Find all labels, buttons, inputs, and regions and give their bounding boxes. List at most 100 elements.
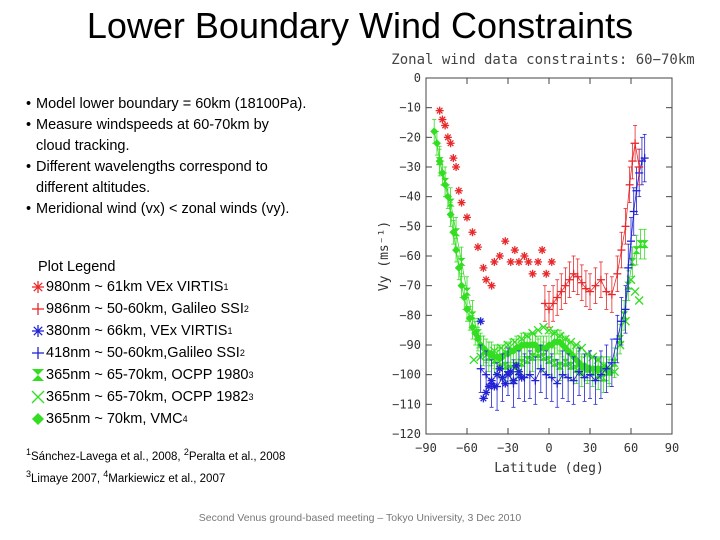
x-tick-label: −60 bbox=[456, 441, 478, 455]
data-point bbox=[446, 202, 455, 227]
ref-text: Sánchez-Lavega et al., 2008, bbox=[31, 450, 184, 463]
data-point bbox=[525, 350, 534, 399]
legend-label: 980nm ~ 61km VEx VIRTIS bbox=[46, 279, 224, 295]
data-point bbox=[591, 267, 600, 304]
data-point bbox=[441, 121, 450, 130]
legend-item: 418nm ~ 50-60km,Galileo SSI 2 bbox=[30, 342, 253, 364]
y-tick-label: −10 bbox=[399, 101, 421, 115]
y-tick-label: −30 bbox=[399, 160, 421, 174]
data-point bbox=[463, 213, 471, 222]
data-point bbox=[630, 287, 640, 297]
data-point bbox=[596, 261, 605, 298]
ref-text: Peralta et al., 2008 bbox=[188, 450, 286, 463]
legend-ref: 2 bbox=[243, 304, 249, 314]
data-point bbox=[547, 257, 556, 266]
data-point bbox=[495, 252, 504, 260]
reference-line: 1Sánchez-Lavega et al., 2008, 2Peralta e… bbox=[26, 444, 285, 466]
legend-label: 380nm ~ 66km, VEx VIRTIS bbox=[46, 323, 228, 339]
x-tick-label: 30 bbox=[583, 441, 597, 455]
data-point bbox=[617, 231, 626, 269]
data-point bbox=[547, 353, 556, 402]
data-point bbox=[531, 356, 540, 405]
legend-item: 365nm ~ 65-70km, OCPP 1982 3 bbox=[30, 386, 253, 408]
legend-ref: 2 bbox=[239, 348, 245, 358]
data-point bbox=[602, 273, 611, 310]
bullet-item: Different wavelengths correspond to diffe… bbox=[26, 157, 366, 199]
legend-ref: 4 bbox=[182, 414, 188, 424]
data-point bbox=[473, 243, 482, 252]
x-tick-label: 0 bbox=[545, 441, 552, 455]
data-point bbox=[566, 341, 575, 367]
legend-marker-icon bbox=[30, 279, 46, 295]
data-point bbox=[479, 263, 488, 272]
data-point bbox=[640, 133, 649, 183]
zonal-wind-chart: Zonal wind data constraints: 60−70km −90… bbox=[377, 52, 695, 476]
data-point bbox=[463, 297, 471, 322]
data-point bbox=[613, 255, 622, 293]
data-point bbox=[506, 367, 515, 376]
data-point bbox=[487, 376, 496, 385]
y-tick-label: −20 bbox=[399, 130, 421, 144]
data-point bbox=[565, 261, 574, 298]
ref-text: Limaye 2007, bbox=[31, 472, 104, 485]
plot-legend: 980nm ~ 61km VEx VIRTIS 1 986nm ~ 50-60km… bbox=[30, 276, 253, 430]
data-point bbox=[454, 186, 463, 195]
data-point bbox=[479, 394, 488, 403]
data-point bbox=[607, 338, 616, 387]
legend-ref: 3 bbox=[248, 370, 254, 380]
data-point bbox=[561, 267, 570, 304]
data-point bbox=[561, 335, 570, 361]
x-tick-label: −30 bbox=[497, 441, 519, 455]
y-tick-label: −60 bbox=[399, 249, 421, 263]
data-point bbox=[635, 148, 644, 186]
x-tick-label: 90 bbox=[665, 441, 679, 455]
data-point bbox=[490, 257, 499, 266]
legend-marker-icon bbox=[30, 323, 46, 339]
bullet-text-continued: different altitudes. bbox=[36, 180, 151, 196]
data-point bbox=[469, 355, 479, 365]
data-point bbox=[490, 382, 499, 391]
data-point bbox=[446, 139, 455, 148]
legend-label: 365nm ~ 70km, VMC bbox=[46, 411, 183, 427]
legend-marker-icon bbox=[30, 389, 46, 405]
bullet-text-continued: cloud tracking. bbox=[36, 138, 130, 154]
data-point bbox=[517, 373, 526, 382]
data-point bbox=[510, 246, 519, 255]
data-point bbox=[449, 219, 458, 245]
data-point bbox=[549, 285, 558, 322]
data-point bbox=[452, 163, 461, 171]
y-tick-label: −100 bbox=[392, 368, 421, 382]
data-point bbox=[435, 106, 444, 115]
bullet-text: Measure windspeeds at 60-70km by bbox=[36, 117, 269, 133]
data-point bbox=[539, 322, 548, 332]
ref-text: Markiewicz et al., 2007 bbox=[108, 472, 226, 485]
bullet-list: Model lower boundary = 60km (18100Pa). M… bbox=[26, 94, 366, 220]
data-point bbox=[443, 184, 452, 209]
data-point bbox=[625, 166, 634, 204]
x-tick-label: −90 bbox=[415, 441, 437, 455]
y-tick-label: −90 bbox=[399, 338, 421, 352]
legend-marker-icon bbox=[30, 301, 46, 317]
data-point bbox=[627, 217, 635, 266]
data-point bbox=[482, 275, 491, 284]
y-tick-label: −40 bbox=[399, 190, 421, 204]
data-point bbox=[573, 258, 582, 295]
bullet-text: Model lower boundary = 60km (18100Pa). bbox=[36, 96, 307, 112]
data-point bbox=[640, 228, 649, 260]
y-tick-label: −110 bbox=[392, 397, 421, 411]
series-vmc bbox=[430, 119, 614, 384]
data-point bbox=[586, 273, 594, 310]
data-point bbox=[553, 279, 562, 316]
data-point bbox=[605, 359, 614, 384]
data-point bbox=[542, 350, 551, 399]
data-point bbox=[557, 273, 566, 310]
data-point bbox=[602, 344, 611, 393]
data-point bbox=[534, 257, 543, 266]
data-point bbox=[631, 125, 640, 162]
data-point bbox=[468, 314, 477, 340]
legend-item: 380nm ~ 66km, VEx VIRTIS 1 bbox=[30, 320, 253, 342]
data-point bbox=[524, 257, 533, 266]
data-point bbox=[452, 237, 461, 263]
data-point bbox=[536, 344, 545, 393]
x-tick-label: 60 bbox=[624, 441, 638, 455]
